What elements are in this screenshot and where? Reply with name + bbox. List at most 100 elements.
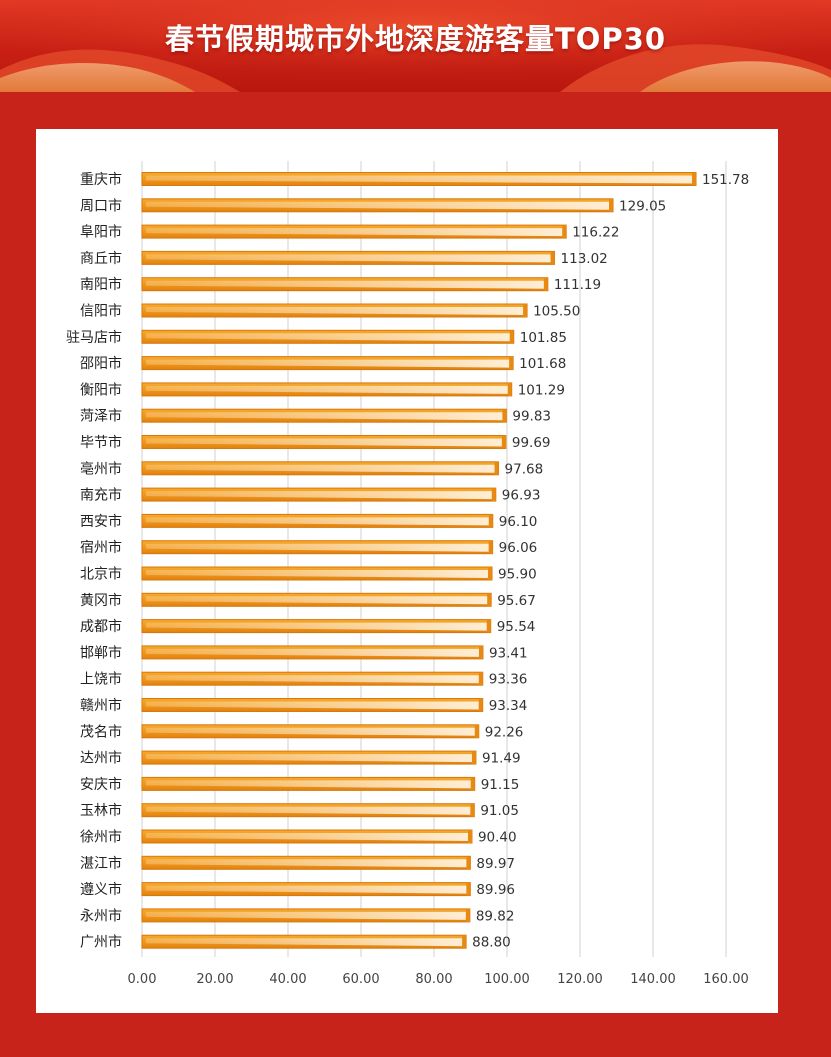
- bar: [141, 934, 467, 949]
- x-tick-label: 80.00: [415, 972, 452, 987]
- value-label: 129.05: [619, 198, 666, 214]
- bar-highlight: [146, 648, 481, 657]
- category-label: 永州市: [80, 907, 122, 924]
- bar-highlight: [146, 543, 491, 552]
- value-label: 89.82: [476, 908, 515, 924]
- value-label: 99.69: [512, 435, 551, 451]
- x-axis-ticks: 0.00 20.00 40.00 60.00 80.00 100.00 120.00 140.…: [128, 972, 749, 987]
- bar-highlight: [146, 570, 491, 578]
- category-label: 南充市: [80, 487, 122, 504]
- bar-end-cap: [502, 409, 507, 423]
- bar-highlight: [146, 438, 504, 447]
- category-label: 重庆市: [80, 171, 122, 188]
- x-tick-label: 60.00: [342, 972, 379, 987]
- bar-highlight: [146, 385, 510, 394]
- value-label: 92.26: [485, 724, 524, 740]
- category-label: 遵义市: [80, 881, 122, 898]
- category-label: 茂名市: [80, 723, 122, 740]
- bar-end-cap: [466, 882, 471, 896]
- bar-end-cap: [467, 830, 472, 843]
- x-tick-label: 40.00: [269, 972, 306, 987]
- value-label: 116.22: [572, 225, 619, 241]
- bar-end-cap: [509, 356, 514, 370]
- bar-highlight: [146, 491, 494, 500]
- category-label: 驻马店市: [66, 329, 122, 346]
- bar: [141, 277, 549, 292]
- category-label: 广州市: [80, 934, 122, 951]
- bar-highlight: [146, 780, 473, 789]
- bar-highlight: [146, 622, 489, 631]
- bars: [141, 172, 697, 949]
- category-label: 黄冈市: [80, 592, 122, 609]
- bar-highlight: [146, 359, 512, 368]
- bar-chart: 重庆市周口市阜阳市商丘市南阳市信阳市驻马店市邵阳市衡阳市菏泽市毕节市亳州市南充市…: [66, 161, 749, 987]
- x-tick-label: 20.00: [196, 972, 233, 987]
- bar-end-cap: [691, 172, 696, 186]
- header-banner: 春节假期城市外地深度游客量TOP30: [0, 0, 831, 92]
- bar-highlight: [146, 911, 468, 920]
- value-label: 91.05: [480, 803, 519, 819]
- bar: [141, 724, 480, 739]
- x-tick-label: 140.00: [630, 972, 676, 987]
- bar: [141, 855, 471, 870]
- bar: [141, 671, 484, 686]
- bar: [141, 908, 471, 923]
- value-label: 99.83: [512, 409, 551, 425]
- bar-highlight: [146, 464, 497, 473]
- bar-highlight: [146, 412, 505, 421]
- bar-highlight: [146, 806, 473, 815]
- category-label: 北京市: [80, 566, 122, 583]
- page-title: 春节假期城市外地深度游客量TOP30: [164, 22, 667, 56]
- bar: [141, 829, 473, 844]
- bar: [141, 487, 497, 502]
- bar-end-cap: [486, 619, 491, 633]
- category-label: 湛江市: [80, 855, 122, 872]
- bar: [141, 382, 513, 397]
- value-label: 96.06: [499, 540, 538, 556]
- bar-end-cap: [478, 672, 483, 686]
- category-label: 菏泽市: [80, 408, 122, 425]
- bar-highlight: [146, 675, 481, 684]
- bar-end-cap: [488, 567, 493, 580]
- x-tick-label: 160.00: [703, 972, 749, 987]
- bar: [141, 435, 507, 449]
- value-label: 91.49: [482, 751, 521, 767]
- category-label: 信阳市: [80, 303, 122, 320]
- bar-highlight: [146, 307, 526, 315]
- value-label: 95.90: [498, 567, 537, 583]
- bar-end-cap: [509, 330, 514, 344]
- bar: [141, 645, 484, 660]
- bar-highlight: [146, 938, 465, 947]
- bar: [141, 329, 515, 344]
- bar-highlight: [146, 201, 612, 210]
- category-label: 赣州市: [80, 697, 122, 714]
- bar: [141, 224, 567, 239]
- value-label: 111.19: [554, 277, 601, 293]
- x-tick-label: 100.00: [484, 972, 530, 987]
- bar: [141, 566, 493, 581]
- bar-end-cap: [466, 856, 471, 870]
- bar: [141, 776, 476, 791]
- category-labels: 重庆市周口市阜阳市商丘市南阳市信阳市驻马店市邵阳市衡阳市菏泽市毕节市亳州市南充市…: [66, 171, 122, 951]
- category-label: 毕节市: [80, 434, 122, 451]
- bar-highlight: [146, 754, 474, 763]
- chart-panel: 重庆市 周口市 阜阳市 商丘市 南阳市 信阳市 驻马店市 邵阳市 衡阳市 菏泽市 毕节市 亳州市 南充市…: [36, 129, 778, 1013]
- value-label: 95.67: [497, 593, 536, 609]
- bar: [141, 803, 475, 818]
- value-label: 93.36: [489, 672, 528, 688]
- bar-end-cap: [474, 724, 479, 738]
- category-label: 徐州市: [80, 829, 122, 846]
- bar: [141, 592, 492, 607]
- bar: [141, 540, 494, 555]
- bar-highlight: [146, 280, 546, 289]
- bar-end-cap: [507, 382, 512, 396]
- category-label: 邵阳市: [80, 355, 122, 372]
- bar-end-cap: [501, 435, 506, 449]
- category-label: 宿州市: [80, 539, 122, 556]
- bar-highlight: [146, 517, 491, 526]
- category-label: 南阳市: [80, 276, 122, 293]
- value-label: 91.15: [481, 777, 520, 793]
- x-tick-label: 120.00: [557, 972, 603, 987]
- category-label: 阜阳市: [80, 224, 122, 241]
